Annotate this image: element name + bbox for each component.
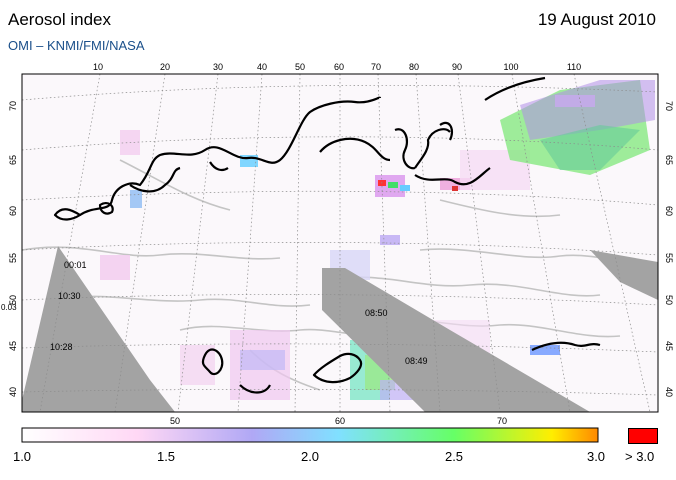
lon-label: 80 bbox=[409, 62, 419, 72]
lon-label: 70 bbox=[371, 62, 381, 72]
lat-label: 70 bbox=[8, 101, 18, 111]
lon-label: 30 bbox=[213, 62, 223, 72]
map-border bbox=[21, 73, 659, 413]
lat-label: 40 bbox=[8, 387, 18, 397]
top-lon-labels: 10 20 30 40 50 60 70 80 90 100 110 bbox=[93, 62, 581, 72]
left-edge-label: 0.03 bbox=[1, 303, 17, 312]
colorbar-tick-label: 3.0 bbox=[586, 449, 606, 464]
no-data-regions bbox=[22, 246, 658, 412]
orbit-time-label: 00:01 bbox=[64, 260, 87, 270]
data-source: OMI – KNMI/FMI/NASA bbox=[8, 38, 145, 53]
coastlines bbox=[53, 76, 601, 394]
lat-label: 50 bbox=[664, 295, 674, 305]
orbit-time-label: 08:49 bbox=[405, 356, 428, 366]
lat-label: 55 bbox=[664, 253, 674, 263]
map-title: Aerosol index bbox=[8, 10, 112, 29]
orbit-time-label: 10:28 bbox=[50, 342, 73, 352]
lon-label: 90 bbox=[452, 62, 462, 72]
lat-label: 50 bbox=[8, 295, 18, 305]
lon-label: 100 bbox=[503, 62, 518, 72]
colorbar bbox=[21, 427, 599, 443]
right-lat-labels: 70 65 60 55 50 45 40 bbox=[664, 101, 674, 397]
colorbar-tick-label: 2.0 bbox=[300, 449, 320, 464]
over-range-label: > 3.0 bbox=[625, 449, 655, 464]
lon-label: 60 bbox=[334, 62, 344, 72]
over-range-swatch bbox=[628, 428, 658, 444]
lat-label: 40 bbox=[664, 387, 674, 397]
left-lat-labels: 70 65 60 55 50 45 40 bbox=[8, 101, 18, 397]
lat-label: 45 bbox=[8, 341, 18, 351]
aerosol-swaths bbox=[65, 80, 655, 400]
lat-label: 65 bbox=[664, 155, 674, 165]
orbit-time-label: 08:50 bbox=[365, 308, 388, 318]
colorbar-tick-label: 2.5 bbox=[444, 449, 464, 464]
colorbar-tick-label: 1.0 bbox=[12, 449, 32, 464]
lon-label: 50 bbox=[170, 416, 180, 426]
lat-label: 60 bbox=[8, 206, 18, 216]
orbit-time-label: 10:30 bbox=[58, 291, 81, 301]
lon-label: 40 bbox=[257, 62, 267, 72]
lon-label: 10 bbox=[93, 62, 103, 72]
lon-label: 60 bbox=[335, 416, 345, 426]
map-date: 19 August 2010 bbox=[537, 10, 656, 29]
lat-label: 70 bbox=[664, 101, 674, 111]
bottom-lon-labels: 50 60 70 bbox=[170, 416, 507, 426]
lon-label: 110 bbox=[567, 62, 581, 72]
lat-label: 60 bbox=[664, 206, 674, 216]
colorbar-tick-label: 1.5 bbox=[156, 449, 176, 464]
lon-label: 20 bbox=[160, 62, 170, 72]
lon-label: 50 bbox=[295, 62, 305, 72]
graticule bbox=[22, 74, 658, 412]
lat-label: 65 bbox=[8, 155, 18, 165]
lon-label: 70 bbox=[497, 416, 507, 426]
lat-label: 55 bbox=[8, 253, 18, 263]
orbit-times: 00:01 10:30 10:28 08:50 08:49 bbox=[50, 260, 428, 366]
lat-label: 45 bbox=[664, 341, 674, 351]
